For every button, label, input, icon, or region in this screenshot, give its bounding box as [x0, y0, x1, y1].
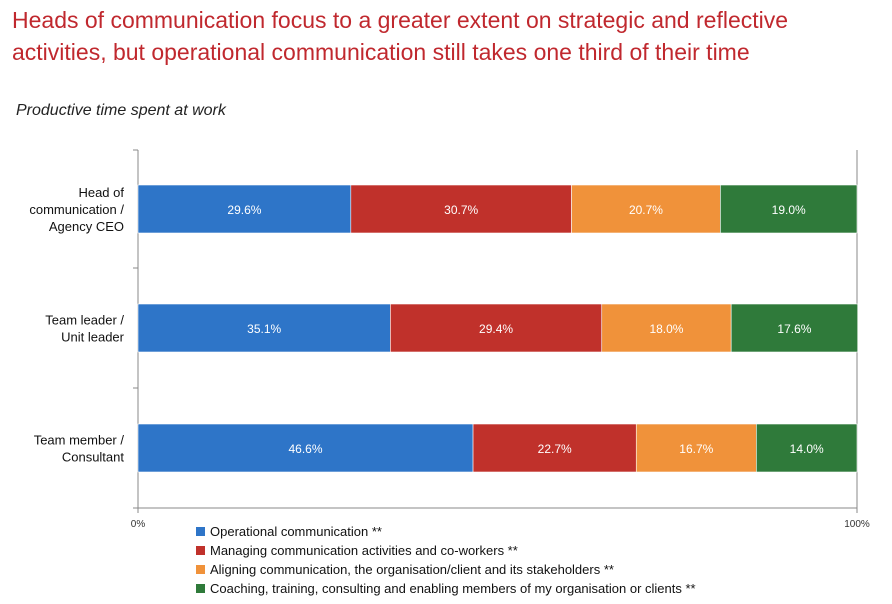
- chart-subtitle: Productive time spent at work: [16, 102, 226, 119]
- legend-label: Managing communication activities and co…: [210, 543, 518, 558]
- data-label: 29.4%: [479, 322, 513, 336]
- legend-swatch: [196, 527, 205, 536]
- category-label: communication /: [29, 202, 124, 217]
- data-label: 29.6%: [227, 203, 261, 217]
- data-label: 17.6%: [777, 322, 811, 336]
- chart-legend: Operational communication ** Managing com…: [196, 522, 696, 598]
- chart-title: Heads of communication focus to a greate…: [12, 7, 789, 65]
- bar-segment: [635, 423, 757, 473]
- bar-segment: [720, 184, 858, 234]
- legend-label: Coaching, training, consulting and enabl…: [210, 581, 696, 596]
- data-label: 18.0%: [649, 322, 683, 336]
- data-label: 19.0%: [772, 203, 806, 217]
- legend-item: Operational communication **: [196, 522, 696, 541]
- data-label: 46.6%: [289, 442, 323, 456]
- category-label: Agency CEO: [49, 219, 124, 234]
- legend-label: Aligning communication, the organisation…: [210, 562, 614, 577]
- legend-item: Coaching, training, consulting and enabl…: [196, 579, 696, 598]
- x-tick-label: 0%: [131, 519, 146, 530]
- legend-swatch: [196, 546, 205, 555]
- category-label: Head of: [78, 185, 124, 200]
- legend-swatch: [196, 584, 205, 593]
- bar-segment: [601, 303, 732, 353]
- bar-segment: [137, 423, 474, 473]
- data-label: 30.7%: [444, 203, 478, 217]
- legend-item: Aligning communication, the organisation…: [196, 560, 696, 579]
- category-label: Consultant: [62, 450, 125, 465]
- category-label: Unit leader: [61, 330, 125, 345]
- bar-segment: [137, 303, 391, 353]
- bar-segment: [730, 303, 859, 353]
- category-label: Team leader /: [45, 313, 124, 328]
- bar-segment: [472, 423, 637, 473]
- bar-segment: [137, 184, 352, 234]
- legend-swatch: [196, 565, 205, 574]
- x-tick-label: 100%: [844, 519, 870, 530]
- category-label: Team member /: [34, 433, 125, 448]
- legend-label: Operational communication **: [210, 524, 382, 539]
- data-label: 20.7%: [629, 203, 663, 217]
- data-label: 14.0%: [790, 442, 824, 456]
- bar-segment: [756, 423, 858, 473]
- bar-segment: [390, 303, 603, 353]
- data-label: 22.7%: [538, 442, 572, 456]
- data-label: 35.1%: [247, 322, 281, 336]
- data-label: 16.7%: [679, 442, 713, 456]
- legend-item: Managing communication activities and co…: [196, 541, 696, 560]
